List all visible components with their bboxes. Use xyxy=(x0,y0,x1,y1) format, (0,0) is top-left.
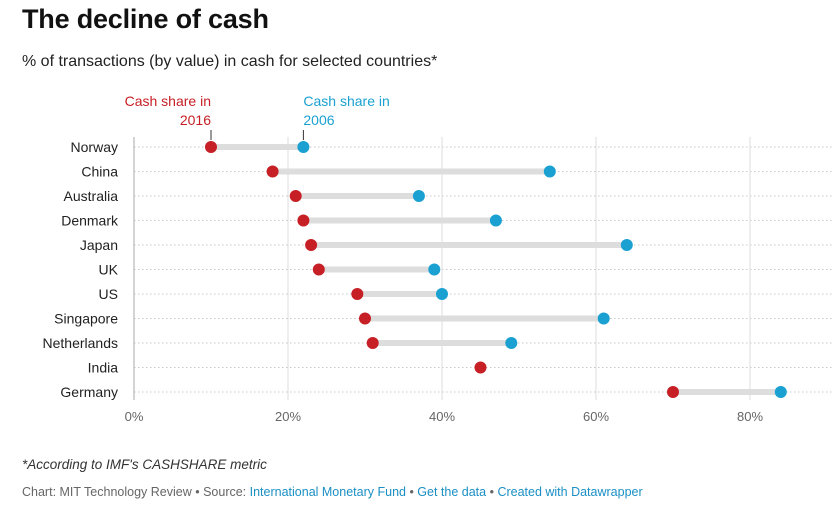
credits-line: Chart: MIT Technology Review • Source: I… xyxy=(22,485,643,499)
category-label: China xyxy=(81,164,118,180)
x-tick-label: 0% xyxy=(125,409,144,424)
dot-2006 xyxy=(597,312,610,325)
source-link[interactable]: International Monetary Fund xyxy=(249,485,406,499)
dot-2016 xyxy=(474,361,487,374)
dot-2016 xyxy=(667,386,679,398)
dot-2016 xyxy=(366,337,379,349)
x-tick-label: 40% xyxy=(429,409,455,424)
category-label: Singapore xyxy=(54,311,118,327)
annotation-2016-line1: Cash share in xyxy=(125,93,211,109)
x-tick-label: 80% xyxy=(737,409,763,424)
credit-prefix: Chart: MIT Technology Review • Source: xyxy=(22,485,250,499)
dot-2016 xyxy=(289,190,302,202)
datawrapper-link[interactable]: Created with Datawrapper xyxy=(497,485,643,499)
annotation-2016-line2: 2016 xyxy=(180,112,211,128)
chart-title: The decline of cash xyxy=(22,4,269,34)
dot-2006 xyxy=(543,165,556,178)
category-label: India xyxy=(88,360,119,376)
x-tick-label: 20% xyxy=(275,409,301,424)
dot-2016 xyxy=(266,165,279,178)
dot-2016 xyxy=(359,312,371,325)
category-label: Netherlands xyxy=(43,335,119,351)
category-label: Japan xyxy=(80,237,118,253)
dot-2016 xyxy=(312,263,325,276)
dot-2006 xyxy=(505,337,518,349)
separator: • xyxy=(486,485,498,499)
footnote: *According to IMF's CASHSHARE metric xyxy=(22,457,267,472)
dot-chart: 0% 20% 40% 60% 80% Norway China Australia Denmar… xyxy=(43,93,832,424)
dot-2006 xyxy=(620,239,633,251)
dot-2006 xyxy=(774,386,787,398)
x-tick-label: 60% xyxy=(583,409,609,424)
category-label: Germany xyxy=(60,384,118,400)
dot-2016 xyxy=(297,214,310,227)
category-label: Norway xyxy=(71,139,118,155)
category-label: Denmark xyxy=(61,213,119,229)
get-data-link[interactable]: Get the data xyxy=(417,485,487,499)
dot-2006 xyxy=(428,263,441,276)
dot-2006 xyxy=(489,214,502,227)
chart-subtitle: % of transactions (by value) in cash for… xyxy=(22,53,438,70)
dot-2006 xyxy=(297,141,310,153)
category-label: Australia xyxy=(64,188,119,204)
dot-2006 xyxy=(412,190,425,202)
category-label: UK xyxy=(99,262,119,278)
dot-2016 xyxy=(205,141,217,153)
dot-2006 xyxy=(436,288,448,300)
separator: • xyxy=(405,485,418,499)
dot-2016 xyxy=(305,239,318,251)
category-label: US xyxy=(99,286,118,302)
annotation-2006-line1: Cash share in xyxy=(303,93,389,109)
dot-2016 xyxy=(351,288,364,300)
annotation-2006-line2: 2006 xyxy=(303,112,334,128)
